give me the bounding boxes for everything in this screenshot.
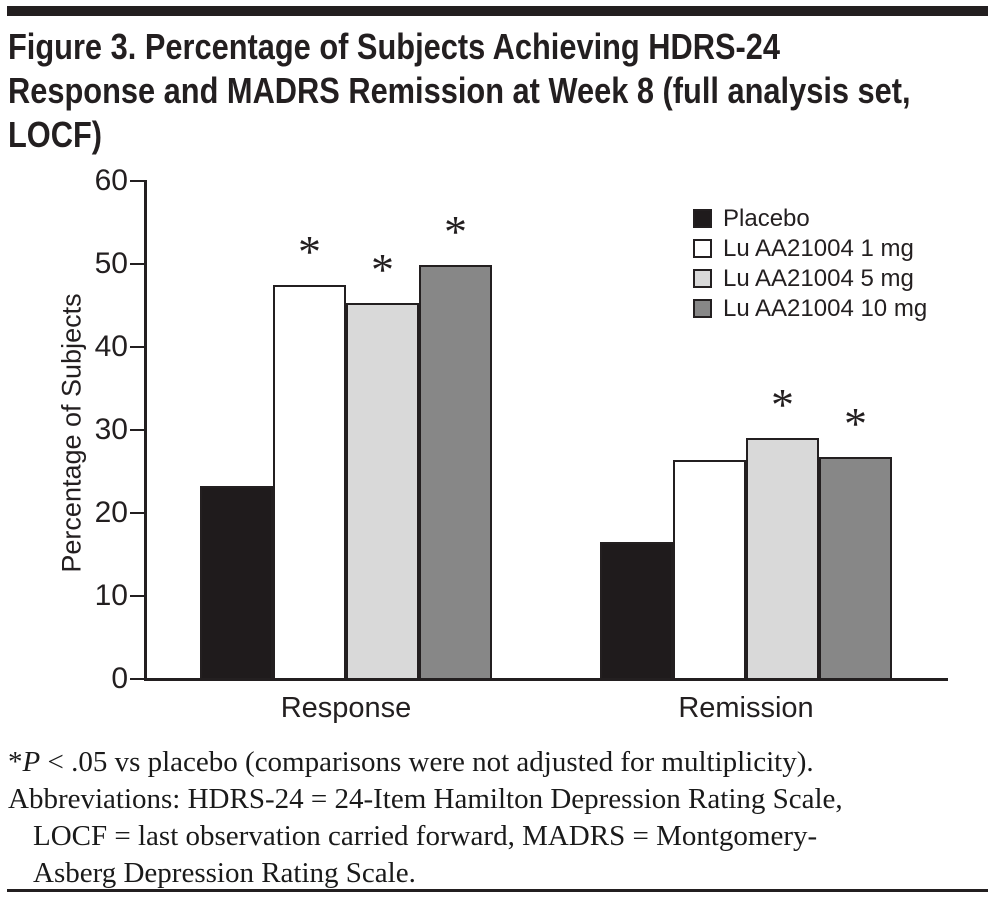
bar-lu-aa21004-5-mg-response bbox=[346, 303, 419, 680]
footnote-text: < .05 vs placebo (comparisons were not a… bbox=[40, 746, 814, 778]
y-axis-tick bbox=[130, 262, 147, 266]
y-axis-tick bbox=[130, 179, 147, 183]
legend-label: Lu AA21004 1 mg bbox=[723, 235, 914, 262]
bar-lu-aa21004-1-mg-response bbox=[273, 285, 346, 680]
bar-lu-aa21004-10-mg-response bbox=[419, 265, 492, 680]
legend-swatch-lu-aa21004-5-mg bbox=[693, 269, 712, 288]
significance-asterisk: * bbox=[844, 398, 867, 449]
figure-title: Figure 3. Percentage of Subjects Achievi… bbox=[8, 25, 995, 157]
legend-label: Lu AA21004 5 mg bbox=[723, 265, 914, 292]
y-axis-tick-label: 30 bbox=[94, 413, 128, 446]
y-axis-tick bbox=[130, 428, 147, 432]
asterisk-glyph: * bbox=[8, 746, 23, 778]
y-axis-tick bbox=[130, 594, 147, 598]
y-axis-tick-label: 40 bbox=[94, 330, 128, 363]
bar-placebo-response bbox=[200, 486, 273, 680]
bar-lu-aa21004-5-mg-remission bbox=[746, 438, 819, 680]
y-axis-tick-label: 60 bbox=[94, 164, 128, 197]
top-rule bbox=[7, 6, 988, 16]
y-axis-tick-label: 20 bbox=[94, 496, 128, 529]
legend-swatch-lu-aa21004-1-mg bbox=[693, 239, 712, 258]
footnote: *P < .05 vs placebo (comparisons were no… bbox=[8, 744, 983, 892]
significance-asterisk: * bbox=[444, 206, 467, 257]
y-axis-tick-label: 10 bbox=[94, 579, 128, 612]
y-axis-tick bbox=[130, 511, 147, 515]
y-axis-tick bbox=[130, 677, 147, 681]
y-axis-tick-label: 50 bbox=[94, 247, 128, 280]
p-value-symbol: P bbox=[22, 746, 41, 778]
bar-placebo-remission bbox=[600, 542, 673, 680]
legend-label: Lu AA21004 10 mg bbox=[723, 295, 928, 322]
y-axis-tick-label: 0 bbox=[111, 662, 128, 695]
legend-label: Placebo bbox=[723, 205, 810, 232]
footnote-significance-line: *P < .05 vs placebo (comparisons were no… bbox=[8, 744, 983, 781]
figure-title-line: Figure 3. Percentage of Subjects Achievi… bbox=[8, 26, 780, 67]
figure-title-line: Response and MADRS Remission at Week 8 (… bbox=[8, 70, 911, 111]
bar-lu-aa21004-1-mg-remission bbox=[673, 460, 746, 680]
x-category-label: Remission bbox=[678, 692, 814, 724]
legend-swatch-placebo bbox=[693, 209, 712, 228]
y-axis-tick bbox=[130, 345, 147, 349]
footnote-abbreviations-line: Asberg Depression Rating Scale. bbox=[33, 857, 416, 889]
x-category-label: Response bbox=[280, 692, 412, 724]
figure-title-line: LOCF) bbox=[8, 114, 103, 155]
significance-asterisk: * bbox=[771, 379, 794, 430]
significance-asterisk: * bbox=[371, 244, 394, 295]
bar-lu-aa21004-10-mg-remission bbox=[819, 457, 892, 680]
footnote-abbreviations-line: LOCF = last observation carried forward,… bbox=[33, 820, 818, 852]
bottom-rule bbox=[7, 889, 988, 892]
significance-asterisk: * bbox=[298, 226, 321, 277]
legend-swatch-lu-aa21004-10-mg bbox=[693, 299, 712, 318]
x-axis-line bbox=[144, 678, 948, 681]
footnote-abbreviations-line: Abbreviations: HDRS-24 = 24-Item Hamilto… bbox=[8, 783, 843, 815]
